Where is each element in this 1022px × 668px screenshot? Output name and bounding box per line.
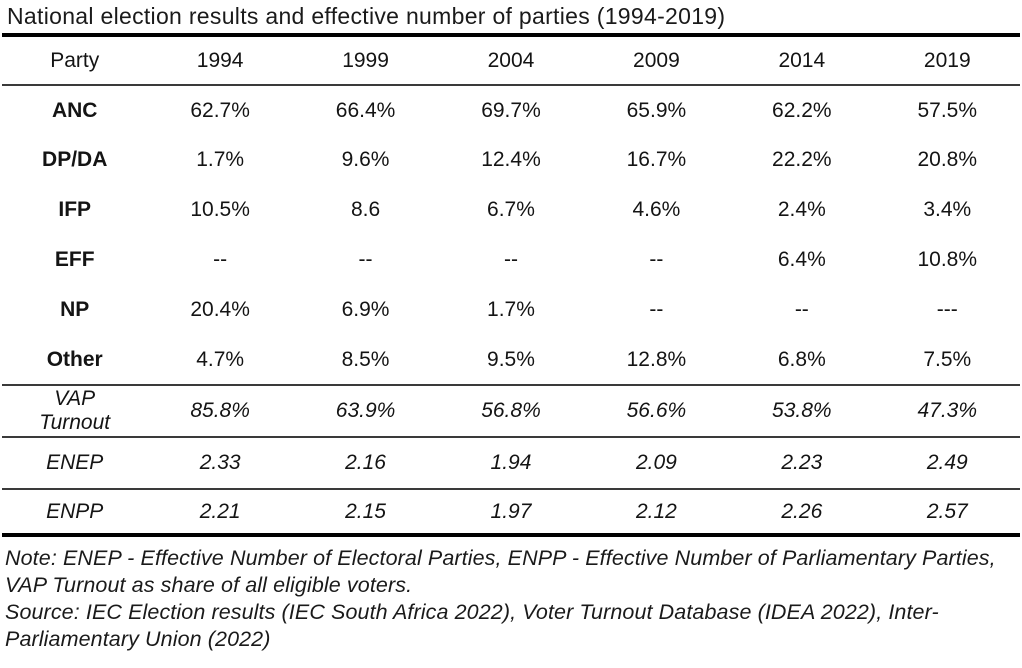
table-cell: 8.5% <box>341 347 390 371</box>
header-cell-1994: 1994 <box>196 48 244 72</box>
table-cell: 2.23 <box>781 451 823 474</box>
table-cell: 1.97 <box>490 499 532 523</box>
table-cell: 1.7% <box>196 148 245 171</box>
row-label: ENEP <box>46 451 104 474</box>
page-title: National election results and effective … <box>2 0 1020 37</box>
table-row-enep: ENEP 2.33 2.16 1.94 2.09 2.23 2.49 <box>2 437 1020 489</box>
table-row-vap-turnout: VAP Turnout 85.8% 63.9% 56.8% 56.6% 53.8… <box>2 385 1020 437</box>
row-label: DP/DA <box>42 148 108 171</box>
table-source: Source: IEC Election results (IEC South … <box>5 600 939 651</box>
row-label: NP <box>60 298 90 321</box>
table-cell: -- <box>503 248 518 271</box>
table-footnotes: Note: ENEP - Effective Number of Elector… <box>5 545 1018 653</box>
table-cell: 12.8% <box>626 347 687 371</box>
table-cell: 53.8% <box>772 399 832 422</box>
row-label: VAP Turnout <box>39 387 111 434</box>
table-cell: 6.9% <box>341 298 390 321</box>
table-cell: -- <box>649 298 664 321</box>
table-row-anc: ANC 62.7% 66.4% 69.7% 65.9% 62.2% 57.5% <box>2 85 1020 135</box>
table-note: Note: ENEP - Effective Number of Elector… <box>5 546 996 597</box>
table-cell: 1.7% <box>487 298 535 321</box>
table-row-other: Other 4.7% 8.5% 9.5% 12.8% 6.8% 7.5% <box>2 335 1020 385</box>
row-label: EFF <box>54 248 95 271</box>
table-cell: 20.4% <box>190 298 250 321</box>
table-row-np: NP 20.4% 6.9% 1.7% -- -- --- <box>2 285 1020 335</box>
table-cell: 16.7% <box>626 148 687 171</box>
table-cell: 8.6 <box>350 198 381 221</box>
stat-rows-section: VAP Turnout 85.8% 63.9% 56.8% 56.6% 53.8… <box>2 385 1020 535</box>
table-cell: 22.2% <box>772 148 832 171</box>
table-cell: 1.94 <box>490 451 532 474</box>
table-cell: 56.6% <box>626 399 687 422</box>
table-cell: 47.3% <box>917 399 978 422</box>
table-cell: 62.2% <box>772 98 832 122</box>
table-cell: 69.7% <box>481 98 541 122</box>
table-cell: -- <box>794 298 809 321</box>
table-cell: --- <box>936 298 958 321</box>
table-cell: 2.49 <box>926 451 968 474</box>
table-cell: 3.4% <box>923 198 972 221</box>
table-cell: -- <box>213 248 228 271</box>
table-cell: 2.57 <box>926 499 968 523</box>
row-label: ANC <box>51 98 98 122</box>
table-cell: 2.16 <box>345 451 386 474</box>
table-row-enpp: ENPP 2.21 2.15 1.97 2.12 2.26 2.57 <box>2 489 1020 535</box>
table-cell: 9.5% <box>487 347 535 371</box>
row-label: ENPP <box>46 499 104 523</box>
table-row-ifp: IFP 10.5% 8.6 6.7% 4.6% 2.4% 3.4% <box>2 185 1020 235</box>
header-cell-2004: 2004 <box>487 48 535 72</box>
table-cell: 12.4% <box>481 148 541 171</box>
table-cell: 10.5% <box>190 198 250 221</box>
table-cell: 65.9% <box>626 98 687 122</box>
header-cell-2019: 2019 <box>923 48 971 72</box>
table-cell: 4.6% <box>632 198 681 221</box>
table-header: Party 1994 1999 2004 2009 2014 2019 <box>2 37 1020 85</box>
table-cell: 2.15 <box>345 499 386 523</box>
table-cell: 2.09 <box>635 451 677 474</box>
table-cell: 2.33 <box>199 451 241 474</box>
table-cell: 6.7% <box>487 198 535 221</box>
table-cell: 2.21 <box>199 499 241 523</box>
table-cell: 66.4% <box>335 98 396 122</box>
table-cell: 7.5% <box>923 347 972 371</box>
table-cell: 63.9% <box>335 399 396 422</box>
table-cell: 85.8% <box>190 399 250 422</box>
table-cell: 2.26 <box>781 499 823 523</box>
table-cell: 62.7% <box>190 98 250 122</box>
table-cell: 6.4% <box>777 248 826 271</box>
table-cell: 2.4% <box>777 198 826 221</box>
header-cell-party: Party <box>50 48 100 72</box>
header-cell-2014: 2014 <box>778 48 826 72</box>
header-cell-1999: 1999 <box>342 48 389 72</box>
table-cell: 9.6% <box>341 148 390 171</box>
table-cell: 4.7% <box>196 347 245 371</box>
table-cell: 57.5% <box>917 98 978 122</box>
header-cell-2009: 2009 <box>633 48 680 72</box>
table-row-eff: EFF -- -- -- -- 6.4% 10.8% <box>2 235 1020 285</box>
row-label: IFP <box>58 198 92 221</box>
table-cell: 6.8% <box>777 347 826 371</box>
row-label: Other <box>46 347 103 371</box>
table-cell: 10.8% <box>917 248 978 271</box>
table-cell: -- <box>358 248 373 271</box>
results-table: Party 1994 1999 2004 2009 2014 2019 ANC … <box>2 37 1020 537</box>
header-row: Party 1994 1999 2004 2009 2014 2019 <box>2 37 1020 85</box>
table-cell: 2.12 <box>635 499 677 523</box>
table-cell: -- <box>649 248 664 271</box>
table-row-dpda: DP/DA 1.7% 9.6% 12.4% 16.7% 22.2% 20.8% <box>2 135 1020 185</box>
table-cell: 56.8% <box>481 399 541 422</box>
table-cell: 20.8% <box>917 148 978 171</box>
party-rows-section: ANC 62.7% 66.4% 69.7% 65.9% 62.2% 57.5% … <box>2 85 1020 385</box>
